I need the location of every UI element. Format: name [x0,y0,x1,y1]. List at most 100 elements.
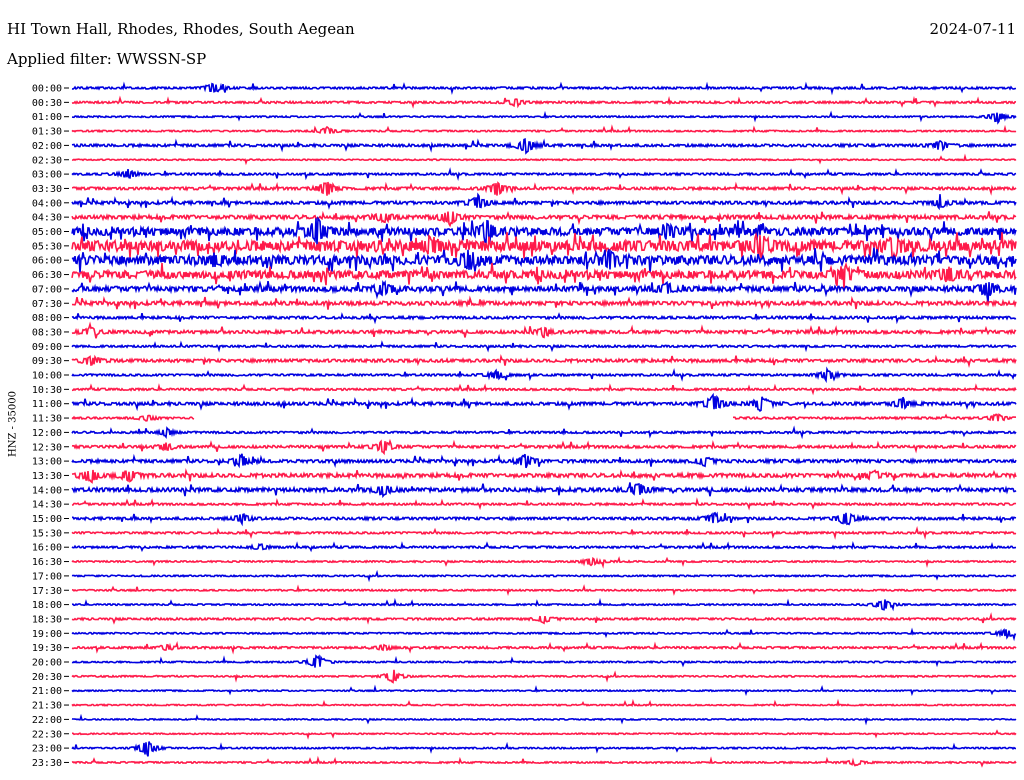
time-tick-label: 04:30 [32,213,62,224]
trace-line [71,556,1017,569]
trace-line [72,511,1017,527]
time-tick-label: 20:30 [32,672,62,683]
date-label: 2024-07-11 [929,20,1016,38]
trace-line [71,425,1017,440]
time-tick-label: 22:00 [32,715,62,726]
trace-line [71,280,1017,303]
time-tick-label: 13:30 [32,471,62,482]
trace-line [71,438,1017,456]
trace-line [71,353,1017,368]
trace-line [71,312,1017,325]
time-tick-label: 09:30 [32,356,62,367]
trace-line [71,698,1016,708]
time-tick-label: 18:30 [32,614,62,625]
trace-line [71,110,1017,125]
filter-label: Applied filter: WWSSN-SP [7,50,207,68]
trace-line [71,81,1017,96]
time-tick-label: 23:30 [32,758,62,769]
trace-line [71,340,1017,353]
trace-line [71,525,1017,540]
trace-line [71,584,1017,596]
trace-line [72,181,1017,196]
time-tick-label: 07:00 [32,284,62,295]
station-title: HI Town Hall, Rhodes, Rhodes, South Aege… [7,20,355,38]
trace-line [71,383,1017,396]
trace-line [71,231,1017,262]
time-tick-label: 11:00 [32,399,62,410]
trace-line [71,755,1017,768]
time-tick-label: 19:00 [32,629,62,640]
time-tick-label: 06:00 [32,256,62,267]
trace-line [71,153,1017,166]
time-tick-label: 06:30 [32,270,62,281]
time-tick-label: 01:00 [32,112,62,123]
time-tick-label: 05:00 [32,227,62,238]
trace-line [71,137,1017,155]
time-tick-label: 10:00 [32,371,62,382]
trace-line [71,684,1017,697]
time-tick-label: 15:00 [32,514,62,525]
trace-line [71,321,1017,339]
trace-line [71,641,1017,655]
trace-line [71,261,1017,291]
trace-line [71,468,1017,484]
trace-line [71,295,1017,310]
trace-line [71,627,1017,642]
time-tick-label: 17:00 [32,571,62,582]
trace-line [71,392,1017,412]
trace-line [71,413,1017,422]
trace-line [71,124,1017,134]
time-tick-label: 05:30 [32,241,62,252]
time-tick-label: 08:00 [32,313,62,324]
time-tick-label: 02:00 [32,141,62,152]
trace-line [71,713,1017,726]
time-tick-label: 01:30 [32,127,62,138]
time-tick-label: 02:30 [32,155,62,166]
trace-line [72,729,1017,740]
trace-line [71,541,1016,553]
trace-line [71,210,1017,228]
time-tick-label: 14:00 [32,485,62,496]
time-tick-label: 20:00 [32,658,62,669]
time-tick-label: 21:00 [32,686,62,697]
trace-line [71,216,1017,245]
time-tick-label: 19:30 [32,643,62,654]
time-tick-label: 09:00 [32,342,62,353]
time-tick-label: 22:30 [32,729,62,740]
time-tick-label: 00:30 [32,98,62,109]
time-tick-label: 21:30 [32,701,62,712]
trace-line [71,597,1017,612]
trace-line [71,247,1017,274]
time-tick-label: 00:00 [32,84,62,95]
trace-line [71,669,1017,684]
time-tick-label: 14:30 [32,500,62,511]
trace-line [71,366,1017,384]
time-tick-label: 04:00 [32,198,62,209]
time-tick-label: 07:30 [32,299,62,310]
time-tick-label: 17:30 [32,586,62,597]
time-tick-label: 13:00 [32,457,62,468]
time-tick-label: 12:30 [32,442,62,453]
time-tick-label: 15:30 [32,528,62,539]
trace-line [71,95,1017,109]
time-tick-label: 11:30 [32,414,62,425]
time-tick-label: 16:30 [32,557,62,568]
trace-line [71,482,1017,499]
trace-line [71,569,1017,583]
time-tick-label: 03:00 [32,170,62,181]
trace-line [71,453,1017,469]
trace-line [71,192,1017,211]
trace-line [71,497,1017,511]
trace-line [71,167,1017,181]
time-tick-label: 03:30 [32,184,62,195]
time-tick-label: 16:00 [32,543,62,554]
time-tick-label: 08:30 [32,327,62,338]
time-tick-label: 12:00 [32,428,62,439]
time-tick-label: 23:00 [32,744,62,755]
time-tick-label: 10:30 [32,385,62,396]
trace-line [71,741,1016,757]
time-tick-label: 18:00 [32,600,62,611]
trace-line [71,612,1017,625]
trace-line [71,654,1017,668]
